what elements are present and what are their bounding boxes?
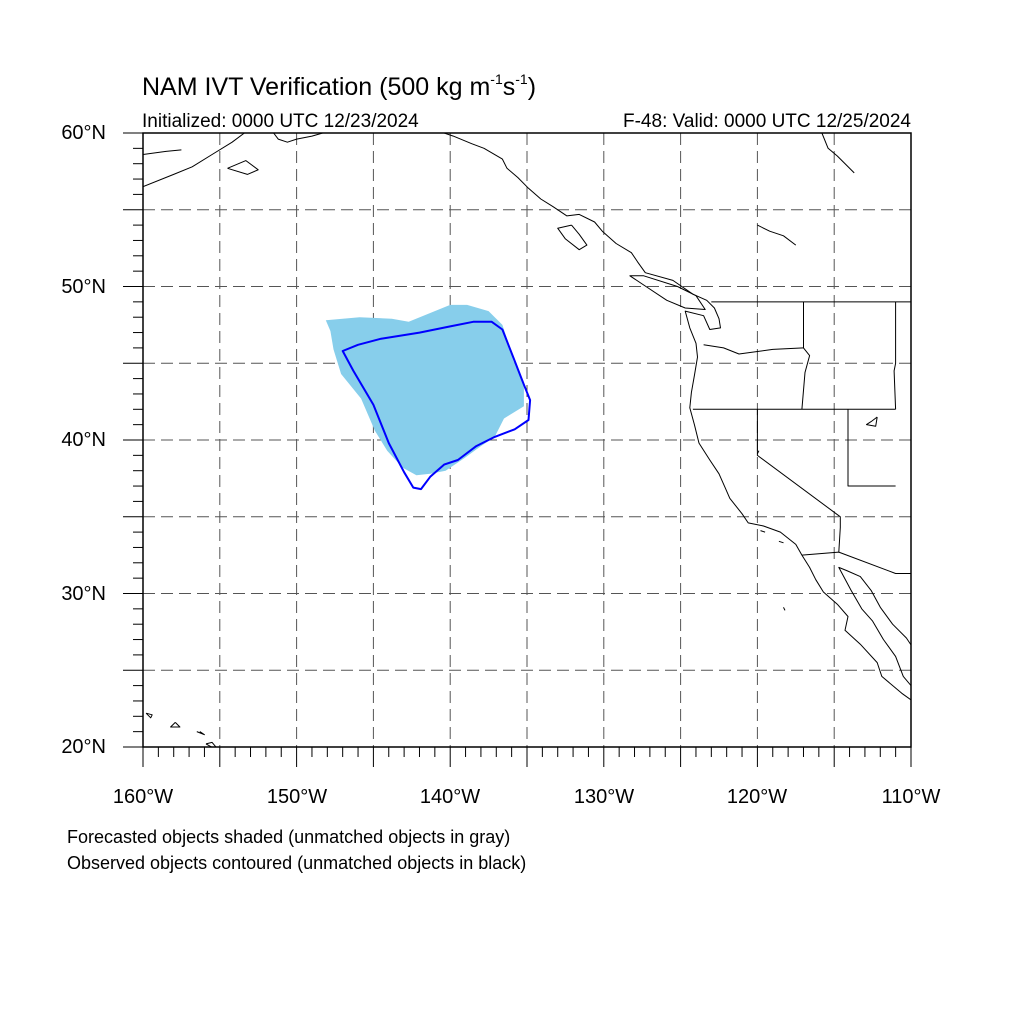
- footnote-observed: Observed objects contoured (unmatched ob…: [67, 853, 527, 873]
- x-tick-label: 130°W: [573, 786, 635, 808]
- coastline-segment: [760, 530, 766, 533]
- x-tick-label: 110°W: [881, 786, 941, 808]
- coastline-segment: [227, 160, 259, 175]
- coastline-segment: [783, 607, 786, 611]
- coastline-segment: [866, 416, 878, 427]
- coastline-segment: [821, 133, 855, 174]
- y-tick-label: 40°N: [61, 429, 106, 451]
- coastline-segment: [847, 409, 896, 487]
- chart-title: NAM IVT Verification (500 kg m-1s-1): [142, 70, 537, 101]
- coastline-segment: [145, 712, 153, 719]
- y-tick-label: 60°N: [61, 122, 106, 144]
- x-tick-label: 140°W: [419, 786, 481, 808]
- coastline-segment: [442, 133, 911, 701]
- coastline-segment: [893, 301, 897, 410]
- axis-ticks: [123, 132, 912, 767]
- coastlines-and-borders: [143, 133, 911, 747]
- valid-time: F-48: Valid: 0000 UTC 12/25/2024: [623, 111, 911, 132]
- lat-lon-grid: [143, 133, 911, 747]
- coastline-segment: [557, 224, 588, 251]
- x-tick-label: 160°W: [112, 786, 174, 808]
- coastline-segment: [778, 540, 784, 544]
- coastline-segment: [756, 450, 760, 455]
- coastline-segment: [143, 133, 245, 188]
- footnote-forecast: Forecasted objects shaded (unmatched obj…: [67, 827, 511, 847]
- y-tick-label: 50°N: [61, 276, 106, 298]
- initialized-time: Initialized: 0000 UTC 12/23/2024: [142, 111, 419, 132]
- observed-object-contour: [341, 320, 532, 491]
- coastline-segment: [756, 409, 841, 553]
- ivt-objects: [325, 304, 532, 491]
- y-tick-label: 30°N: [61, 583, 106, 605]
- coastline-segment: [629, 275, 706, 310]
- coastline-segment: [143, 149, 182, 155]
- coastline-segment: [757, 224, 797, 246]
- forecast-object-shaded: [325, 304, 524, 476]
- x-tick-label: 150°W: [266, 786, 328, 808]
- y-tick-label: 20°N: [61, 736, 106, 758]
- coastline-segment: [170, 722, 181, 728]
- x-tick-label: 120°W: [726, 786, 788, 808]
- coastline-segment: [703, 344, 804, 355]
- coastline-segment: [801, 301, 811, 410]
- coastline-segment: [205, 741, 217, 747]
- coastline-segment: [838, 566, 911, 687]
- map-frame: [142, 132, 912, 748]
- coastline-segment: [801, 551, 911, 574]
- coastline-segment: [273, 133, 323, 143]
- coastline-segment: [196, 731, 205, 736]
